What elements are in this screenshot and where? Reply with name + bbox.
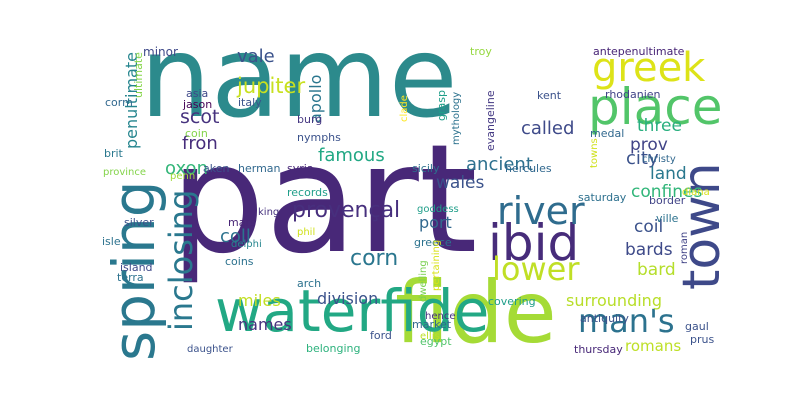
word-diana: diana <box>682 187 710 198</box>
word-phil: phil <box>297 227 316 238</box>
word-nymphs: nymphs <box>297 131 341 144</box>
word-greece: greece <box>414 236 452 249</box>
word-dwelling: dwelling <box>418 260 429 302</box>
word-fide: fide <box>395 263 557 363</box>
word-greek: greek <box>592 45 706 91</box>
word-jupiter: jupiter <box>237 74 306 98</box>
word-king: king <box>258 207 280 218</box>
word-sicily: sicily <box>412 162 440 175</box>
word-inclosing: inclosing <box>162 189 200 331</box>
word-province: province <box>103 167 147 178</box>
word-wales: wales <box>436 173 485 193</box>
word-oxon: oxon <box>165 158 208 179</box>
word-romans: romans <box>625 337 682 355</box>
word-ultimate: ultimate <box>132 52 145 98</box>
word-river: river <box>497 189 585 233</box>
word-mythology: mythology <box>451 91 462 145</box>
word-place: place <box>588 78 723 136</box>
word-ford: ford <box>370 329 392 342</box>
word-mans: man's <box>578 302 675 340</box>
word-corm: corm <box>105 96 133 109</box>
word-thursday: thursday <box>574 343 623 356</box>
word-hercules: hercules <box>505 162 552 175</box>
word-gaul: gaul <box>685 320 709 333</box>
word-division: division <box>317 289 379 308</box>
word-coins: coins <box>225 255 254 268</box>
word-surrounding: surrounding <box>566 291 662 310</box>
word-bards: bards <box>625 240 673 260</box>
word-waterfide: waterfide <box>215 277 490 345</box>
word-jason: jason <box>183 98 213 111</box>
word-towns: towns <box>589 138 600 168</box>
word-vale: vale <box>237 46 275 67</box>
word-evangeline: evangeline <box>484 90 497 151</box>
word-troy: troy <box>470 45 492 58</box>
word-antiquity: antiquity <box>580 312 629 325</box>
word-mars: mars <box>228 216 256 229</box>
word-city: city <box>626 148 659 169</box>
word-island: island <box>120 261 153 274</box>
word-land: land <box>650 164 687 184</box>
word-isle: isle <box>102 235 121 248</box>
word-terra: terra <box>117 271 144 284</box>
word-ellis: ellis <box>420 331 440 342</box>
word-fron: fron <box>182 133 218 154</box>
word-market: market <box>412 318 452 331</box>
word-confines: confines <box>631 182 703 202</box>
word-minor: minor <box>143 45 178 59</box>
word-three: three <box>637 116 682 136</box>
word-famous: famous <box>318 145 385 166</box>
word-kent: kent <box>537 89 562 102</box>
word-rhodanien: rhodanien <box>605 88 661 101</box>
word-called: called <box>521 118 575 139</box>
word-border: border <box>649 194 686 207</box>
word-coll: coll <box>220 226 251 247</box>
word-covering: covering <box>488 295 536 308</box>
word-hence: hence <box>425 311 456 322</box>
word-christy: christy <box>642 154 676 165</box>
word-herman: herman <box>238 162 281 175</box>
word-medal: medal <box>590 127 625 140</box>
word-prus: prus <box>690 333 715 346</box>
word-saturday: saturday <box>578 191 627 204</box>
word-coin: coin <box>185 127 208 140</box>
word-brit: brit <box>104 147 123 160</box>
word-provencal: provençal <box>292 198 401 223</box>
word-asia: asia <box>186 87 209 100</box>
word-pertaining: pertaining <box>431 239 442 291</box>
word-antepenultimate: antepenultimate <box>593 45 685 58</box>
word-arch: arch <box>297 277 322 290</box>
word-cloud: part name fide waterfide spring place greek tow… <box>100 22 732 363</box>
word-coil: coil <box>634 217 664 237</box>
word-lower: lower <box>492 250 580 288</box>
word-grasp: grasp <box>435 90 448 121</box>
word-egypt: egypt <box>420 335 452 348</box>
word-belonging: belonging <box>306 342 361 355</box>
word-penn: penn <box>170 171 196 182</box>
word-records: records <box>287 186 328 199</box>
word-burg: burg <box>297 113 323 126</box>
word-goddess: goddess <box>417 204 459 215</box>
word-miles: miles <box>238 291 281 310</box>
word-clade: clade <box>399 95 410 122</box>
word-daughter: daughter <box>187 344 233 355</box>
word-roman: roman <box>679 231 690 264</box>
word-delphi: delphi <box>231 239 262 250</box>
word-silver: silver <box>124 216 154 229</box>
word-ibid: ibid <box>488 214 580 272</box>
word-aken: aken <box>203 162 230 175</box>
word-port: port <box>419 213 452 232</box>
word-corn: corn <box>350 246 399 271</box>
word-ancient: ancient <box>466 154 533 175</box>
word-name: name <box>140 13 458 143</box>
word-syria: syria <box>287 162 314 175</box>
word-prov: prov <box>630 135 668 155</box>
word-part: part <box>170 113 478 287</box>
word-ville: ville <box>656 212 679 225</box>
word-scot: scot <box>180 106 220 128</box>
word-italy: italy <box>238 96 262 109</box>
word-names: names <box>238 315 292 334</box>
word-bard: bard <box>637 260 676 280</box>
